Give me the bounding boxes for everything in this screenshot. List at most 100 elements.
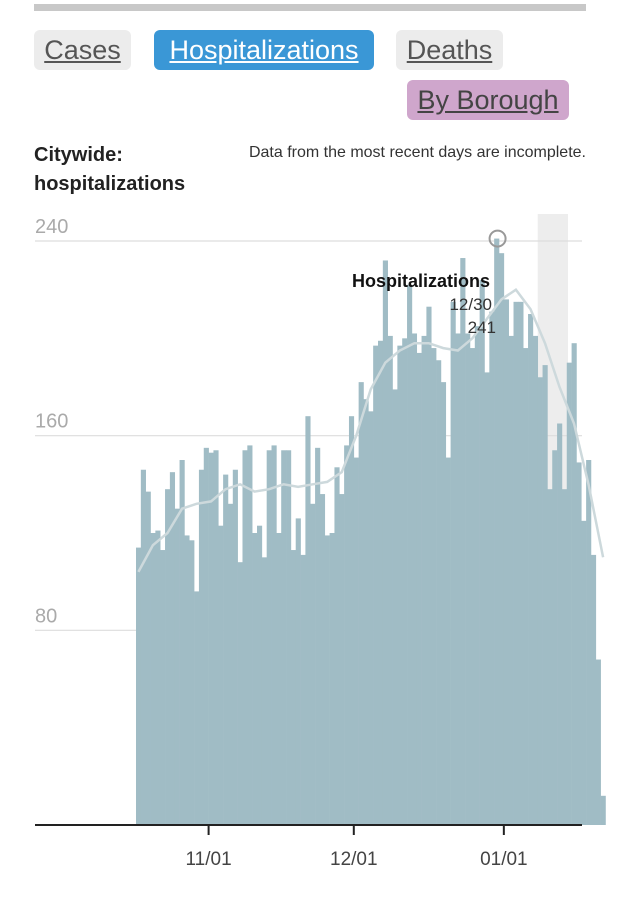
average-line (137, 288, 605, 573)
bar (407, 284, 413, 825)
hover-annotation: Hospitalizations 12/30 241 (352, 229, 507, 337)
bar (561, 489, 568, 825)
bar (324, 535, 330, 825)
bar (223, 474, 229, 825)
bar (590, 554, 597, 825)
bar (194, 591, 200, 825)
bar (140, 469, 146, 825)
tab-hospitalizations[interactable]: Hospitalizations (154, 30, 374, 70)
bar (266, 450, 272, 825)
highlight-marker (488, 229, 507, 248)
chart-note: Data from the most recent days are incom… (248, 144, 586, 161)
bar (436, 360, 442, 825)
y-tick-label: 80 (35, 605, 57, 627)
bar (581, 520, 587, 825)
bar (305, 416, 311, 825)
bar (334, 467, 340, 825)
bar (387, 335, 393, 825)
bar (174, 508, 180, 825)
tab-by-borough[interactable]: By Borough (407, 80, 569, 120)
bar (150, 533, 156, 825)
bar (426, 306, 432, 825)
bar (315, 447, 321, 825)
bar (165, 489, 171, 825)
bar (189, 540, 195, 825)
bar (344, 445, 350, 825)
x-axis-ticks: 11/01 12/01 01/01 (186, 825, 528, 870)
bar (557, 423, 563, 825)
bar (339, 494, 345, 825)
bar (382, 260, 388, 825)
bar (552, 450, 558, 825)
bar (600, 795, 606, 825)
bar (353, 457, 359, 825)
bar (440, 382, 447, 825)
bar (136, 547, 142, 825)
hospitalizations-chart: 80 160 240 11/01 12/01 01/01 Hospitalization… (35, 214, 606, 870)
bar (469, 348, 476, 825)
bar (160, 550, 166, 825)
x-tick-label: 11/01 (186, 849, 232, 870)
bar (586, 460, 592, 825)
bar (218, 525, 224, 825)
bar (465, 333, 471, 825)
bar (445, 457, 451, 825)
bar (319, 494, 326, 825)
bar (232, 469, 238, 825)
bar (547, 489, 553, 825)
bar (411, 333, 418, 825)
bar (261, 557, 267, 825)
bar (455, 333, 461, 825)
bar (213, 450, 219, 825)
bar (286, 450, 292, 825)
bar (499, 253, 505, 825)
bar (358, 382, 364, 825)
bar (155, 530, 161, 825)
bar (237, 562, 243, 825)
bar (431, 348, 437, 825)
annotation-title: Hospitalizations (352, 271, 490, 291)
bar (518, 301, 524, 825)
bar (227, 503, 234, 825)
bar (503, 299, 509, 825)
bar (528, 314, 534, 825)
bar (489, 311, 495, 825)
y-tick-label: 240 (35, 216, 68, 238)
tab-deaths[interactable]: Deaths (396, 30, 503, 70)
chart-title: Citywide: hospitalizations (34, 144, 186, 195)
bar (571, 343, 577, 825)
bar (397, 345, 403, 825)
bar (363, 399, 369, 825)
annotation-date: 12/30 (449, 295, 492, 314)
bar (595, 659, 601, 825)
bar (421, 335, 427, 825)
bar (247, 445, 253, 825)
bar (348, 416, 355, 825)
x-tick-label: 12/01 (330, 849, 378, 870)
bar (537, 377, 543, 825)
bar (566, 362, 572, 825)
bar (542, 365, 548, 825)
bar (310, 503, 316, 825)
bars-group (136, 238, 606, 826)
bar (281, 450, 287, 825)
bar (329, 533, 335, 825)
bar (184, 535, 190, 825)
bar (257, 525, 263, 825)
bar (169, 472, 176, 825)
bar (276, 533, 282, 825)
bar (532, 335, 539, 825)
tab-cases[interactable]: Cases (34, 30, 131, 70)
bar (484, 372, 490, 825)
bar (474, 326, 480, 825)
bar (203, 447, 209, 825)
bar (300, 554, 306, 825)
bar (290, 550, 297, 825)
bar (378, 340, 384, 825)
bar (402, 338, 408, 825)
bar (513, 301, 519, 825)
bar (368, 411, 374, 825)
bar (242, 450, 248, 825)
y-axis-labels: 80 160 240 (35, 216, 68, 627)
bar (179, 460, 185, 825)
